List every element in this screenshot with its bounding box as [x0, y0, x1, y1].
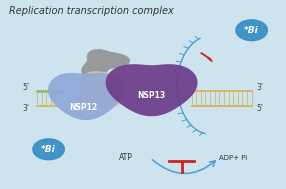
Text: ATP: ATP — [119, 153, 133, 162]
Text: Replication transcription complex: Replication transcription complex — [9, 6, 173, 16]
Text: NSP13: NSP13 — [138, 91, 166, 100]
Text: 3': 3' — [22, 104, 29, 113]
Circle shape — [236, 20, 267, 41]
Polygon shape — [48, 73, 124, 120]
Text: *Bi: *Bi — [41, 145, 56, 154]
Polygon shape — [106, 64, 198, 116]
Text: 5': 5' — [22, 83, 29, 92]
Polygon shape — [81, 49, 130, 78]
Text: 5': 5' — [257, 104, 264, 113]
Polygon shape — [78, 71, 139, 108]
Circle shape — [33, 139, 64, 160]
Text: *Bi: *Bi — [244, 26, 259, 35]
Text: NSP12: NSP12 — [69, 103, 97, 112]
Text: ADP+ Pi: ADP+ Pi — [219, 155, 247, 161]
Text: 3': 3' — [257, 83, 264, 92]
